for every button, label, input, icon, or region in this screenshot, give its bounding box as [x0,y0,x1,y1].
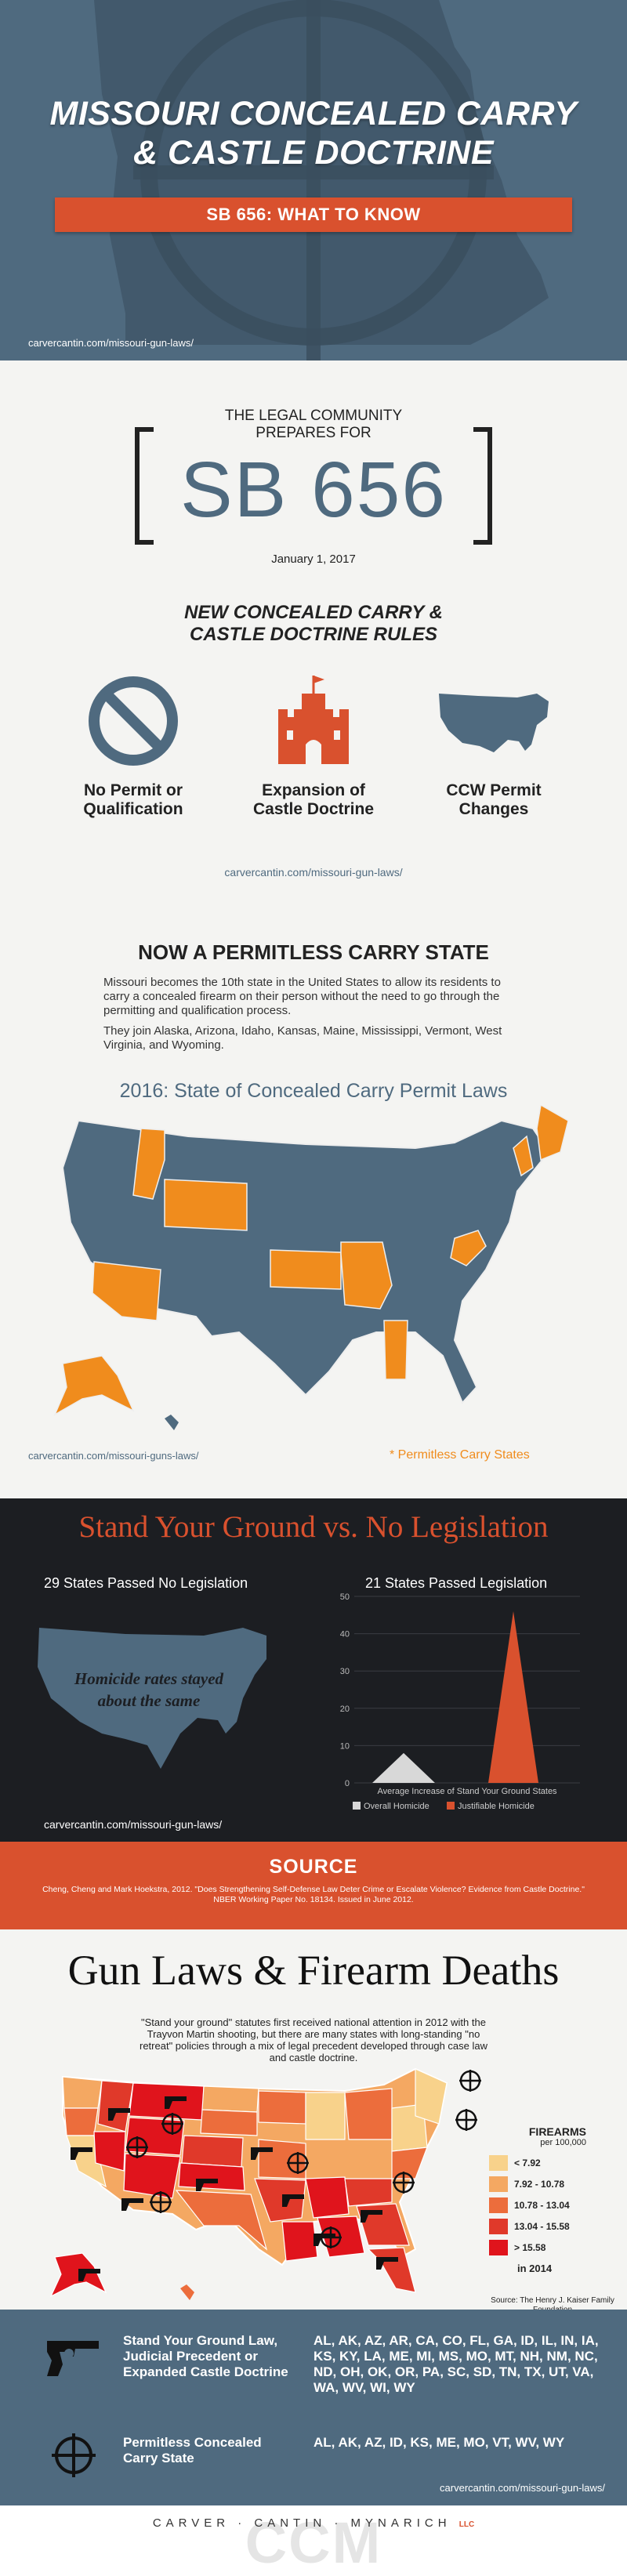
homicide-chart: 0 10 20 30 40 50 Average Increase of Stand You… [340,1592,580,1811]
map-title: 2016: State of Concealed Carry Permit La… [119,1080,508,1102]
legend-label: Overall Homicide [364,1802,429,1811]
right-bracket [473,427,492,545]
legend-subtitle: per 100,000 [540,2138,586,2147]
legend-swatch [447,1802,455,1810]
state-wyoming [164,1179,248,1231]
syg-link[interactable]: carvercantin.com/missouri-gun-laws/ [44,1818,223,1831]
bottom-link[interactable]: carvercantin.com/missouri-gun-laws/ [440,2482,605,2494]
state-arizona [92,1261,161,1321]
us-map-icon [439,694,549,752]
x-axis-label: Average Increase of Stand Your Ground St… [377,1787,557,1796]
castle-doctrine-block: Expansion of Castle Doctrine [227,674,400,819]
new-rules-heading: NEW CONCEALED CARRY & CASTLE DOCTRINE RU… [184,602,443,645]
legend-item: 7.92 - 10.78 [486,2173,619,2194]
ccm-monogram: CCM [245,2510,382,2575]
state-west-virginia [450,1230,487,1266]
state-alaska [53,1355,135,1416]
castle-icon [278,676,349,764]
state-maine [536,1105,569,1161]
stand-your-ground-states: AL, AK, AZ, AR, CA, CO, FL, GA, ID, IL, … [314,2333,599,2395]
syg-title: Stand Your Ground vs. No Legislation [78,1510,549,1544]
header-banner: MISSOURI CONCEALED CARRY & CASTLE DOCTRI… [0,0,627,360]
legend-label: Justifiable Homicide [458,1802,535,1811]
stand-your-ground-label: Stand Your Ground Law, Judicial Preceden… [123,2333,288,2379]
source-section: SOURCE Cheng, Cheng and Mark Hoekstra, 2… [0,1842,627,1929]
legend-item: 10.78 - 13.04 [486,2194,619,2216]
map-text-line2: about the same [98,1691,201,1710]
series-mark [372,1752,435,1783]
legend-item: 13.04 - 15.58 [486,2216,619,2237]
permitless-states-map [53,1105,569,1430]
sb-link[interactable]: carvercantin.com/missouri-gun-laws/ [224,866,403,879]
legend-year: in 2014 [517,2263,553,2274]
homicide-map: Homicide rates stayed about the same [38,1628,266,1769]
permitless-title: NOW A PERMITLESS CARRY STATE [138,940,489,964]
y-tick-label: 30 [340,1667,350,1676]
firearm-deaths-map [49,2067,481,2300]
missouri-crosshair-background [94,0,549,360]
permitless-legend-note: * Permitless Carry States [390,1448,530,1462]
left-bracket [135,427,154,545]
y-tick-label: 50 [340,1592,350,1602]
gun-laws-title: Gun Laws & Firearm Deaths [67,1947,560,1994]
revolver-icon [47,2341,99,2376]
source-text: Cheng, Cheng and Mark Hoekstra, 2012. "D… [42,1885,585,1904]
state-vermont [513,1135,534,1177]
page-title: MISSOURI CONCEALED CARRY & CASTLE DOCTRI… [49,95,578,172]
permitless-carry-states: AL, AK, AZ, ID, KS, ME, MO, VT, WV, WY [314,2435,565,2450]
source-title: SOURCE [269,1856,358,1878]
no-symbol-icon [89,676,178,766]
permitless-body: Missouri becomes the 10th state in the U… [103,976,502,1052]
sb-656-title: SB 656 [179,446,448,534]
permitless-link[interactable]: carvercantin.com/missouri-guns-laws/ [28,1450,199,1462]
legend-title: FIREARMS [528,2125,586,2138]
series-mark [488,1611,538,1783]
legend-swatch [353,1802,361,1810]
header-link[interactable]: carvercantin.com/missouri-gun-laws/ [28,337,194,349]
legal-community-heading: THE LEGAL COMMUNITY PREPARES FOR [224,408,403,441]
y-tick-label: 10 [340,1741,350,1751]
subtitle-ribbon: SB 656: WHAT TO KNOW [55,197,572,232]
gun-laws-body: "Stand your ground" statutes first recei… [140,2016,487,2063]
no-permit-block: No Permit or Qualification [47,674,219,819]
firearm-legend: FIREARMS per 100,000 < 7.92 7.92 - 10.78… [486,2125,619,2315]
stand-your-ground-section: Stand Your Ground vs. No Legislation 29 … [0,1498,627,1842]
firm-brand: CARVER · CANTIN · MYNARICH LLC [152,2516,475,2530]
legislation-label: 21 States Passed Legislation [365,1575,548,1591]
state-lists-section: Stand Your Ground Law, Judicial Preceden… [0,2310,627,2505]
legend-item: > 15.58 [486,2237,619,2258]
y-tick-label: 0 [345,1779,350,1788]
crosshair-icon [52,2433,96,2477]
state-idaho [132,1128,165,1200]
permitless-carry-label: Permitless Concealed Carry State [123,2435,262,2465]
map-text-line1: Homicide rates stayed [74,1669,224,1688]
ccw-permit-block: CCW Permit Changes [408,674,580,819]
effective-date: January 1, 2017 [271,553,356,566]
state-kansas [270,1249,342,1290]
y-tick-label: 40 [340,1630,350,1639]
state-missouri [340,1241,393,1310]
no-legislation-label: 29 States Passed No Legislation [44,1575,248,1591]
y-tick-label: 20 [340,1705,350,1714]
legend-item: < 7.92 [486,2152,619,2173]
footer: CCM CARVER · CANTIN · MYNARICH LLC [0,2505,627,2576]
state-mississippi [383,1320,408,1380]
